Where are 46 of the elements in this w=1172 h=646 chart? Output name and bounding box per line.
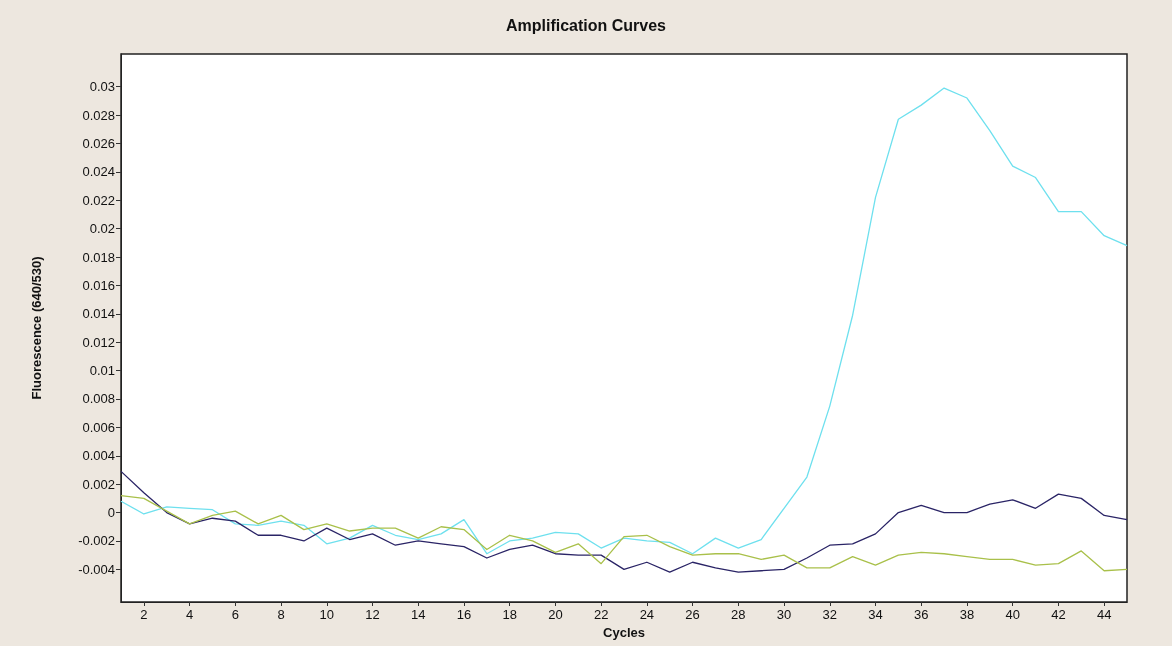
line-series bbox=[120, 87, 1128, 555]
y-tick-label: 0.016 bbox=[82, 277, 115, 293]
x-tick-label: 18 bbox=[502, 607, 517, 622]
x-tick-label: 16 bbox=[456, 607, 472, 622]
y-tick-label: 0.008 bbox=[82, 391, 115, 407]
y-tick-label: 0.002 bbox=[82, 476, 115, 492]
y-tick-label: 0.028 bbox=[82, 107, 115, 123]
y-tick-label: 0.004 bbox=[82, 448, 115, 464]
x-tick-label: 38 bbox=[959, 607, 975, 622]
x-tick-label: 30 bbox=[776, 607, 792, 622]
x-tick-label: 42 bbox=[1051, 607, 1066, 622]
x-tick-label: 28 bbox=[731, 607, 746, 622]
x-tick-label: 14 bbox=[410, 607, 426, 622]
x-tick-label: 22 bbox=[593, 607, 609, 622]
x-tick-label: 32 bbox=[822, 607, 838, 622]
x-tick-label: 8 bbox=[277, 607, 285, 622]
y-tick-label: 0.014 bbox=[82, 306, 115, 322]
y-tick-label: 0.024 bbox=[82, 164, 115, 180]
y-tick-label: 0.018 bbox=[82, 249, 115, 265]
x-tick-label: 24 bbox=[639, 607, 655, 622]
y-tick-label: 0 bbox=[107, 505, 115, 521]
chart-title: Amplification Curves bbox=[505, 16, 667, 34]
y-tick-label: 0.026 bbox=[82, 135, 115, 151]
x-tick-label: 36 bbox=[913, 607, 929, 622]
x-tick-label: 10 bbox=[319, 607, 335, 622]
y-tick-label: 0.012 bbox=[82, 334, 115, 350]
y-tick-label: 0.03 bbox=[89, 79, 115, 95]
y-tick-label: 0.01 bbox=[89, 363, 115, 379]
x-tick-label: 34 bbox=[868, 607, 883, 622]
y-axis-title: Fluorescence (640/530) bbox=[29, 256, 44, 400]
y-tick-label: -0.002 bbox=[78, 533, 115, 549]
line-series bbox=[120, 470, 1128, 573]
x-tick-label: 40 bbox=[1005, 607, 1020, 622]
y-tick-label: -0.004 bbox=[78, 561, 115, 577]
y-tick-label: 0.006 bbox=[82, 419, 115, 435]
x-tick-label: 20 bbox=[548, 607, 563, 622]
x-tick-label: 26 bbox=[685, 607, 700, 622]
x-tick-label: 12 bbox=[365, 607, 380, 622]
x-tick-label: 2 bbox=[140, 607, 148, 622]
y-tick-label: 0.02 bbox=[89, 221, 115, 237]
line-series bbox=[120, 494, 1128, 572]
x-tick-label: 4 bbox=[185, 607, 194, 622]
x-axis-title: Cycles bbox=[603, 624, 645, 640]
y-tick-label: 0.022 bbox=[82, 192, 115, 208]
x-tick-label: 6 bbox=[231, 607, 239, 622]
x-tick-label: 44 bbox=[1096, 607, 1112, 622]
